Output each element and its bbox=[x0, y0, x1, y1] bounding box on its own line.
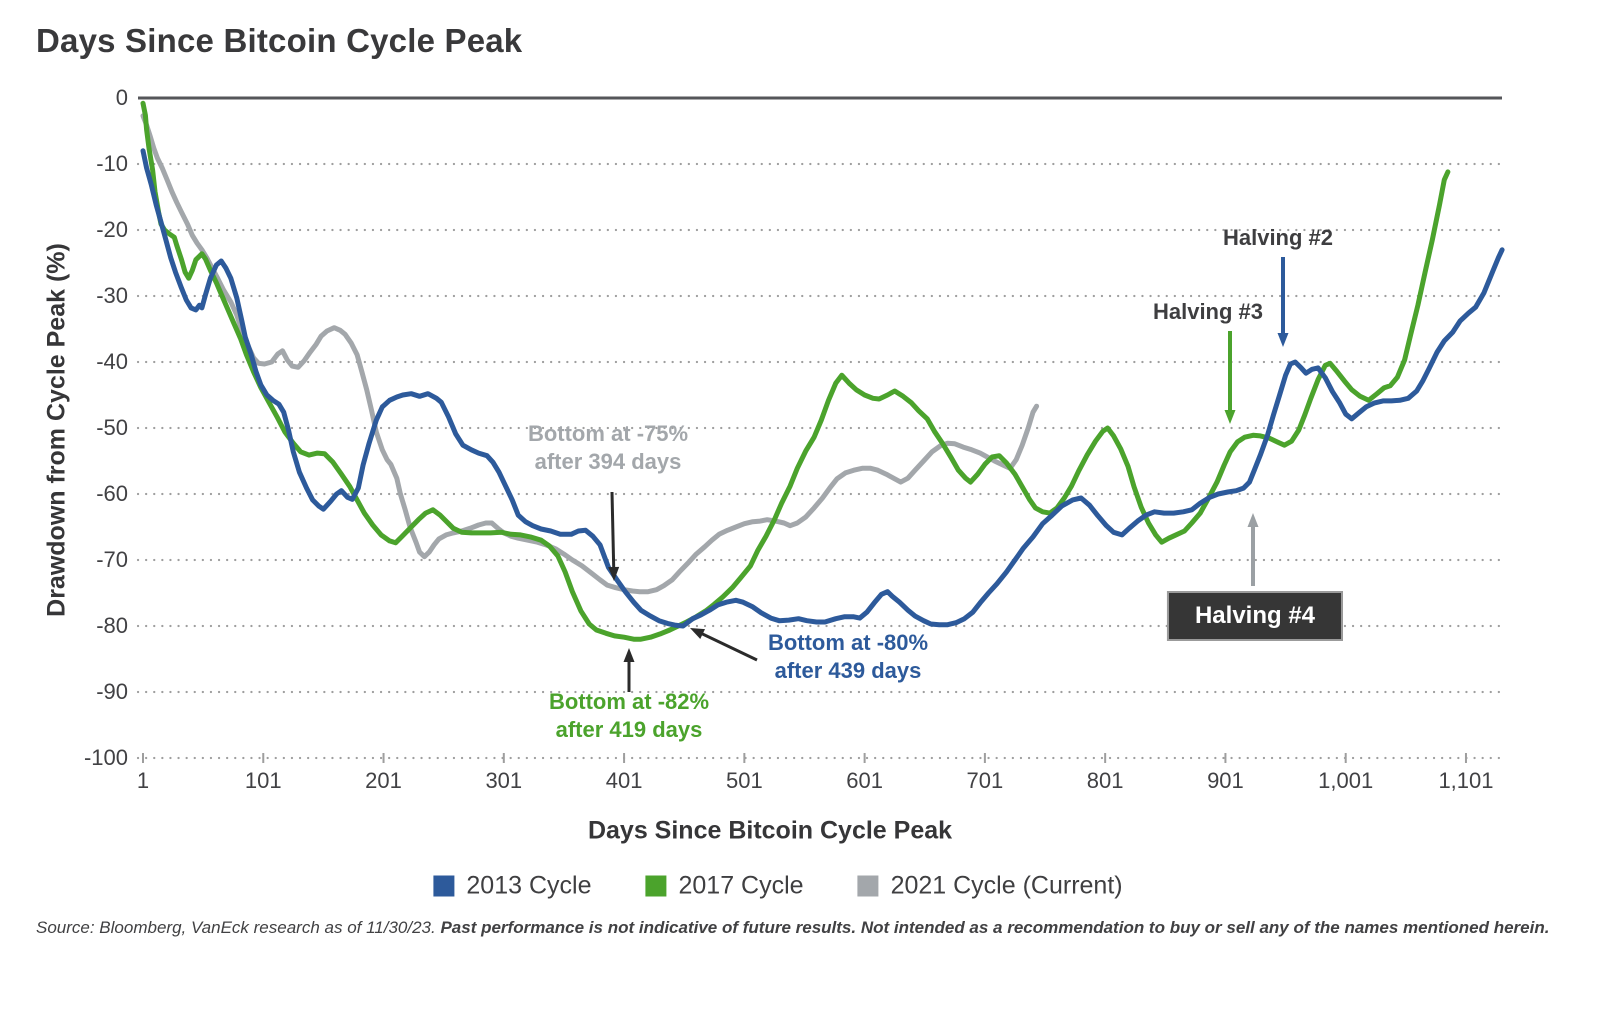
halving-2-label: Halving #2 bbox=[1222, 224, 1334, 250]
x-tick-label: 201 bbox=[365, 768, 402, 793]
legend-swatch-2021 bbox=[857, 875, 879, 897]
x-tick-label: 101 bbox=[244, 768, 282, 793]
x-axis-title: Days Since Bitcoin Cycle Peak bbox=[587, 816, 953, 845]
bottom-2021-label: Bottom at -75% after 394 days bbox=[527, 420, 689, 474]
halving-4-arrowhead bbox=[1247, 513, 1259, 527]
y-tick-label: 0 bbox=[115, 85, 128, 110]
legend-item-2013-cycle: 2013 Cycle bbox=[433, 872, 591, 901]
series-line-2013-cycle bbox=[140, 148, 1505, 629]
y-tick-label: -10 bbox=[96, 151, 128, 176]
x-tick-label: 1,101 bbox=[1438, 768, 1494, 793]
bottom-2017-arrowhead bbox=[623, 648, 635, 662]
x-tick-label: 501 bbox=[725, 768, 763, 793]
legend-item-2021-cycle: 2021 Cycle (Current) bbox=[857, 871, 1123, 901]
halving-4-label: Halving #4 bbox=[1166, 591, 1344, 641]
source-note: Source: Bloomberg, VanEck research as of… bbox=[36, 914, 1581, 942]
y-tick-label: -100 bbox=[83, 745, 128, 770]
y-tick-label: -60 bbox=[96, 481, 128, 506]
y-tick-label: -20 bbox=[96, 217, 128, 242]
x-tick-label: 801 bbox=[1086, 768, 1124, 793]
bottom-2013-arrow bbox=[698, 630, 758, 662]
x-tick-label: 601 bbox=[846, 768, 883, 793]
chart-title: Days Since Bitcoin Cycle Peak bbox=[36, 22, 523, 59]
x-tick-label: 1,001 bbox=[1318, 768, 1374, 793]
bottom-2013-label: Bottom at -80% after 439 days bbox=[767, 629, 929, 683]
y-tick-label: -90 bbox=[96, 679, 128, 704]
source-note-bold: Past performance is not indicative of fu… bbox=[440, 918, 1550, 937]
x-tick-label: 701 bbox=[966, 768, 1004, 793]
halving-3-label: Halving #3 bbox=[1152, 298, 1264, 324]
bottom-2017-label: Bottom at -82% after 419 days bbox=[548, 688, 710, 742]
y-tick-label: -70 bbox=[96, 547, 128, 572]
x-tick-label: 1 bbox=[136, 768, 150, 793]
x-tick-label: 301 bbox=[485, 768, 523, 793]
series-line-2021-cycle-current- bbox=[140, 113, 1040, 595]
halving-3-arrowhead bbox=[1224, 410, 1236, 424]
legend-swatch-2017 bbox=[645, 875, 667, 897]
y-tick-label: -30 bbox=[96, 283, 128, 308]
legend-label-2021: 2021 Cycle (Current) bbox=[890, 871, 1123, 900]
x-tick-label: 901 bbox=[1207, 768, 1244, 793]
bottom-2013-arrowhead bbox=[690, 628, 706, 639]
series-line-2017-cycle bbox=[140, 100, 1451, 642]
halving-2-arrowhead bbox=[1277, 333, 1289, 347]
y-tick-label: -50 bbox=[96, 415, 128, 440]
bottom-2021-arrow bbox=[610, 491, 616, 572]
y-tick-label: -80 bbox=[96, 613, 128, 638]
legend-label-2017: 2017 Cycle bbox=[678, 871, 804, 900]
bottom-2021-arrowhead bbox=[608, 566, 620, 581]
source-note-regular: Source: Bloomberg, VanEck research as of… bbox=[36, 918, 441, 937]
legend: 2013 Cycle 2017 Cycle 2021 Cycle (Curren… bbox=[433, 871, 1123, 901]
legend-item-2017-cycle: 2017 Cycle bbox=[645, 871, 804, 901]
x-tick-label: 401 bbox=[605, 768, 643, 793]
legend-label-2013: 2013 Cycle bbox=[466, 871, 592, 900]
legend-swatch-2013 bbox=[433, 875, 455, 897]
y-tick-label: -40 bbox=[96, 349, 128, 374]
